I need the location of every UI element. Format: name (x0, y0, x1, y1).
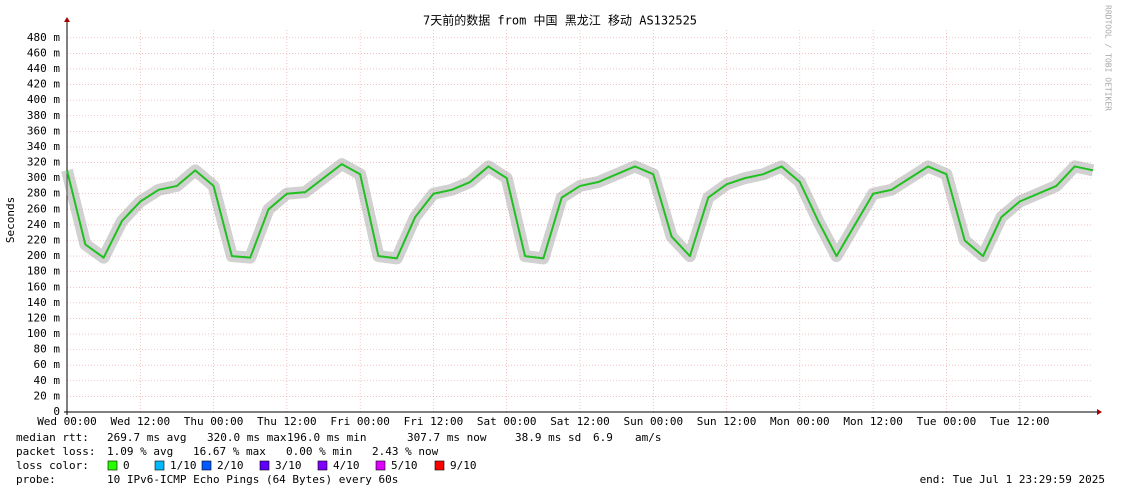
legend-value: 196.0 ms min (287, 431, 366, 444)
y-tick-label: 400 m (27, 93, 60, 106)
legend-value: 38.9 ms sd (515, 431, 581, 444)
x-tick-label: Wed 00:00 (37, 415, 97, 428)
legend-value: 307.7 ms now (407, 431, 487, 444)
x-tick-label: Fri 00:00 (330, 415, 390, 428)
legend-value: 1.09 % avg (107, 445, 173, 458)
y-tick-label: 40 m (34, 374, 61, 387)
y-tick-label: 460 m (27, 46, 60, 59)
loss-color-swatch (375, 460, 386, 471)
loss-color-swatch (259, 460, 270, 471)
y-tick-label: 480 m (27, 31, 60, 44)
y-tick-label: 320 m (27, 156, 60, 169)
loss-color-label: 5/10 (391, 459, 418, 472)
loss-color-swatch (201, 460, 212, 471)
y-tick-label: 60 m (34, 358, 61, 371)
y-tick-label: 420 m (27, 78, 60, 91)
x-tick-label: Fri 12:00 (404, 415, 464, 428)
y-tick-label: 120 m (27, 311, 60, 324)
loss-color-swatch (154, 460, 165, 471)
loss-color-label: 9/10 (450, 459, 477, 472)
loss-color-swatch (107, 460, 118, 471)
loss-color-label: 1/10 (170, 459, 197, 472)
y-tick-label: 160 m (27, 280, 60, 293)
loss-color-swatch (317, 460, 328, 471)
y-tick-label: 240 m (27, 218, 60, 231)
y-axis-label: Seconds (4, 197, 17, 243)
x-tick-label: Sun 12:00 (697, 415, 757, 428)
watermark: RRDTOOL / TOBI OETIKER (1104, 5, 1113, 111)
axis-arrow (1097, 409, 1102, 415)
loss-color-label: 4/10 (333, 459, 360, 472)
probe-text: 10 IPv6-ICMP Echo Pings (64 Bytes) every… (107, 473, 398, 486)
loss-color-swatch (434, 460, 445, 471)
y-tick-label: 360 m (27, 124, 60, 137)
y-tick-label: 180 m (27, 265, 60, 278)
loss-color-label: 3/10 (275, 459, 302, 472)
legend-value: 6.9 (593, 431, 613, 444)
x-tick-label: Thu 00:00 (184, 415, 244, 428)
y-tick-label: 220 m (27, 233, 60, 246)
y-tick-label: 280 m (27, 187, 60, 200)
y-tick-label: 380 m (27, 109, 60, 122)
axis-arrow (64, 17, 70, 22)
x-tick-label: Sat 12:00 (550, 415, 610, 428)
median-line (66, 163, 1094, 260)
legend-value: 16.67 % max (193, 445, 266, 458)
x-tick-label: Sun 00:00 (623, 415, 683, 428)
legend-value: 320.0 ms max (207, 431, 287, 444)
y-tick-label: 80 m (34, 343, 61, 356)
y-tick-label: 100 m (27, 327, 60, 340)
y-tick-label: 300 m (27, 171, 60, 184)
y-tick-label: 140 m (27, 296, 60, 309)
legend-label: probe: (16, 473, 56, 486)
y-tick-label: 340 m (27, 140, 60, 153)
y-tick-label: 20 m (34, 389, 61, 402)
chart-title: 7天前的数据 from 中国 黑龙江 移动 AS132525 (423, 13, 697, 28)
y-tick-label: 200 m (27, 249, 60, 262)
end-time: end: Tue Jul 1 23:29:59 2025 (920, 473, 1105, 486)
legend-value: 2.43 % now (372, 445, 439, 458)
x-tick-label: Mon 12:00 (843, 415, 903, 428)
y-tick-label: 440 m (27, 62, 60, 75)
legend-label: loss color: (16, 459, 89, 472)
y-tick-label: 260 m (27, 202, 60, 215)
legend-value: 0.00 % min (286, 445, 352, 458)
x-tick-label: Sat 00:00 (477, 415, 537, 428)
x-tick-label: Tue 00:00 (917, 415, 977, 428)
x-tick-label: Thu 12:00 (257, 415, 317, 428)
legend-value: am/s (635, 431, 662, 444)
legend-label: median rtt: (16, 431, 89, 444)
loss-color-label: 0 (123, 459, 130, 472)
x-tick-label: Wed 12:00 (110, 415, 170, 428)
y-tick-label: 0 (53, 405, 60, 418)
legend-value: 269.7 ms avg (107, 431, 186, 444)
loss-color-label: 2/10 (217, 459, 244, 472)
x-tick-label: Mon 00:00 (770, 415, 830, 428)
x-tick-label: Tue 12:00 (990, 415, 1050, 428)
legend-label: packet loss: (16, 445, 95, 458)
